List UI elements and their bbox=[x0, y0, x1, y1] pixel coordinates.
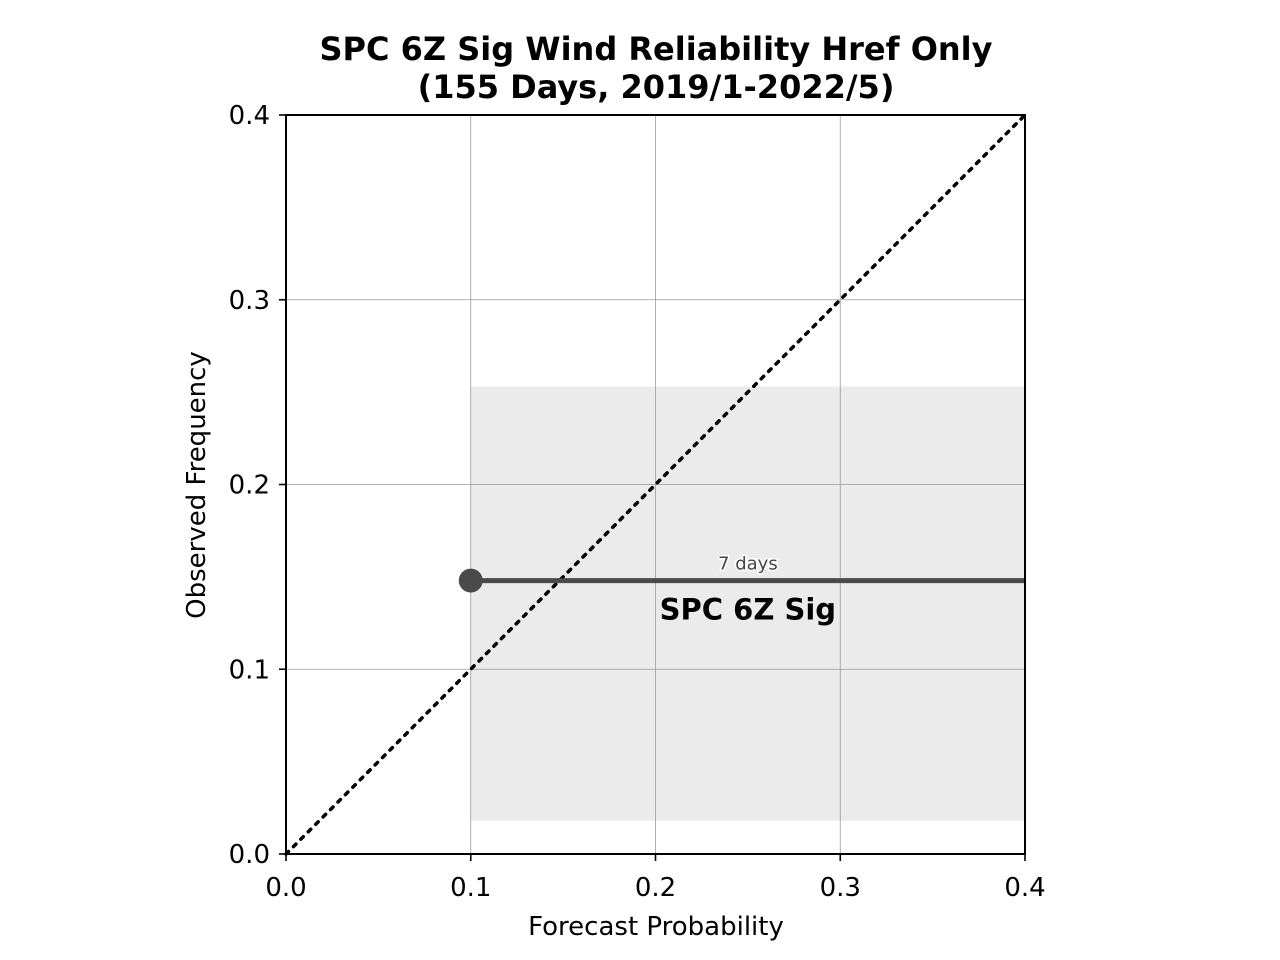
y-tick-label: 0.3 bbox=[229, 286, 270, 316]
x-axis-ticks: 0.0 0.1 0.2 0.3 0.4 bbox=[265, 854, 1046, 903]
y-tick-label: 0.4 bbox=[229, 101, 270, 131]
y-tick-label: 0.2 bbox=[229, 471, 270, 501]
x-axis-label: Forecast Probability bbox=[528, 912, 784, 942]
chart-title: SPC 6Z Sig Wind Reliability Href Only bbox=[319, 30, 992, 68]
series-label: SPC 6Z Sig bbox=[660, 593, 836, 627]
y-tick-label: 0.1 bbox=[229, 655, 270, 685]
y-axis-label: Observed Frequency bbox=[182, 351, 212, 619]
x-tick-label: 0.2 bbox=[635, 873, 676, 903]
perfect-reliability-line bbox=[284, 113, 1027, 856]
chart-subtitle: (155 Days, 2019/1-2022/5) bbox=[418, 68, 895, 106]
series-point bbox=[458, 568, 483, 593]
x-tick-label: 0.0 bbox=[265, 873, 306, 903]
x-tick-label: 0.1 bbox=[450, 873, 491, 903]
y-axis-ticks: 0.0 0.1 0.2 0.3 0.4 bbox=[229, 101, 286, 870]
x-tick-label: 0.4 bbox=[1004, 873, 1045, 903]
confidence-band bbox=[470, 386, 1025, 821]
count-label: 7 days bbox=[718, 554, 778, 575]
x-tick-label: 0.3 bbox=[820, 873, 861, 903]
y-tick-label: 0.0 bbox=[229, 840, 270, 870]
